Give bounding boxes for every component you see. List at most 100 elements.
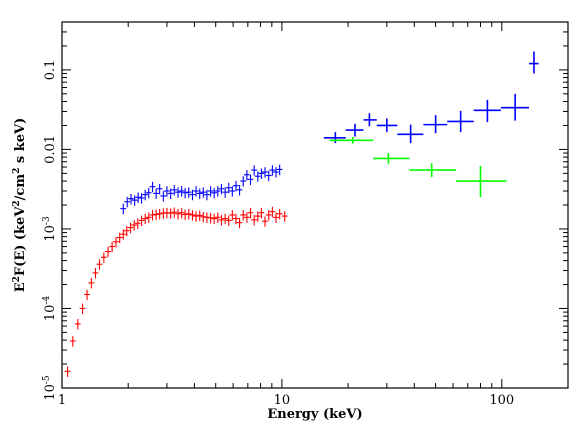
y-tick-label: 10-3 xyxy=(42,216,58,242)
data-point xyxy=(363,113,377,127)
data-point xyxy=(211,187,217,199)
data-point xyxy=(149,181,156,193)
data-point xyxy=(243,212,250,223)
y-tick-exponent: -4 xyxy=(42,296,52,305)
y-tick-exponent: -5 xyxy=(42,375,52,384)
data-marks xyxy=(64,51,539,377)
x-tick-label: 100 xyxy=(489,393,514,408)
data-point xyxy=(164,186,170,197)
data-point xyxy=(376,118,398,133)
x-tick-label: 1 xyxy=(58,393,66,408)
data-point xyxy=(149,210,156,221)
data-point xyxy=(247,174,254,185)
data-point xyxy=(262,167,268,178)
data-point xyxy=(214,212,221,223)
data-point xyxy=(276,208,283,220)
y-tick-mantissa: 10 xyxy=(43,225,58,242)
data-point xyxy=(116,232,123,244)
data-point xyxy=(323,132,346,144)
data-point xyxy=(447,110,474,133)
data-point xyxy=(276,164,283,176)
data-point xyxy=(131,220,138,231)
data-point xyxy=(92,268,99,279)
data-point xyxy=(251,165,257,176)
data-point xyxy=(265,210,272,221)
data-point xyxy=(171,185,178,196)
y-axis-label-sup: 2 xyxy=(12,168,22,174)
data-point xyxy=(273,167,279,178)
y-axis-label-sup: 2 xyxy=(12,276,22,282)
data-point xyxy=(203,189,210,201)
data-point xyxy=(131,195,138,206)
y-tick-label: 0.1 xyxy=(43,60,58,81)
data-point xyxy=(200,187,207,198)
data-point xyxy=(207,186,214,197)
data-point xyxy=(96,259,103,270)
x-tick-label: 10 xyxy=(274,393,291,408)
data-point xyxy=(160,208,167,219)
data-point xyxy=(229,210,236,221)
data-point xyxy=(233,213,239,225)
data-point xyxy=(214,186,221,197)
data-point xyxy=(273,212,279,223)
data-point xyxy=(142,189,149,201)
data-point xyxy=(211,213,217,225)
y-tick-label: 0.01 xyxy=(43,135,58,164)
data-point xyxy=(138,193,145,204)
data-point xyxy=(167,188,174,199)
data-point xyxy=(127,222,134,234)
data-point xyxy=(193,186,199,197)
data-point xyxy=(178,186,185,197)
data-point xyxy=(265,170,272,182)
y-tick-label: 10-5 xyxy=(42,375,58,401)
data-point xyxy=(182,209,188,221)
data-point xyxy=(145,187,152,199)
data-point xyxy=(193,211,199,222)
data-point xyxy=(236,217,243,229)
data-point xyxy=(185,208,192,220)
data-point xyxy=(84,289,90,301)
data-point xyxy=(124,196,131,208)
data-point xyxy=(207,212,214,224)
data-point xyxy=(473,99,501,123)
data-point xyxy=(135,192,141,203)
data-point xyxy=(409,163,457,177)
data-point xyxy=(456,165,507,198)
data-point xyxy=(153,188,159,199)
data-point xyxy=(247,207,254,219)
data-point xyxy=(128,193,134,205)
data-point xyxy=(236,185,243,196)
data-point xyxy=(281,211,288,222)
data-point xyxy=(142,213,149,225)
data-point xyxy=(373,153,410,164)
data-point xyxy=(218,183,225,195)
data-point xyxy=(109,241,115,253)
data-point xyxy=(100,252,107,263)
data-point xyxy=(74,319,81,330)
data-point xyxy=(269,165,276,176)
data-point xyxy=(189,210,196,221)
data-point xyxy=(225,215,232,227)
y-tick-label: 10-4 xyxy=(42,296,58,322)
y-tick-mantissa: 10 xyxy=(43,384,58,401)
data-point xyxy=(229,186,236,197)
data-point xyxy=(69,336,76,347)
y-axis-label-part: s keV) xyxy=(13,118,28,168)
data-point xyxy=(500,93,530,121)
data-point xyxy=(79,303,86,315)
axis-ticks xyxy=(61,21,569,389)
y-axis-label: E2F(E) (keV2/cm2 s keV) xyxy=(12,118,28,293)
data-point xyxy=(243,169,250,181)
y-axis-label-part: /cm xyxy=(13,174,28,201)
data-point xyxy=(233,180,239,192)
data-point xyxy=(156,183,163,195)
data-point xyxy=(258,207,265,219)
data-point xyxy=(269,206,276,218)
data-point xyxy=(167,208,174,219)
y-tick-mantissa: 10 xyxy=(43,305,58,322)
data-point xyxy=(175,187,181,198)
data-point xyxy=(153,209,159,221)
data-point xyxy=(222,187,228,198)
